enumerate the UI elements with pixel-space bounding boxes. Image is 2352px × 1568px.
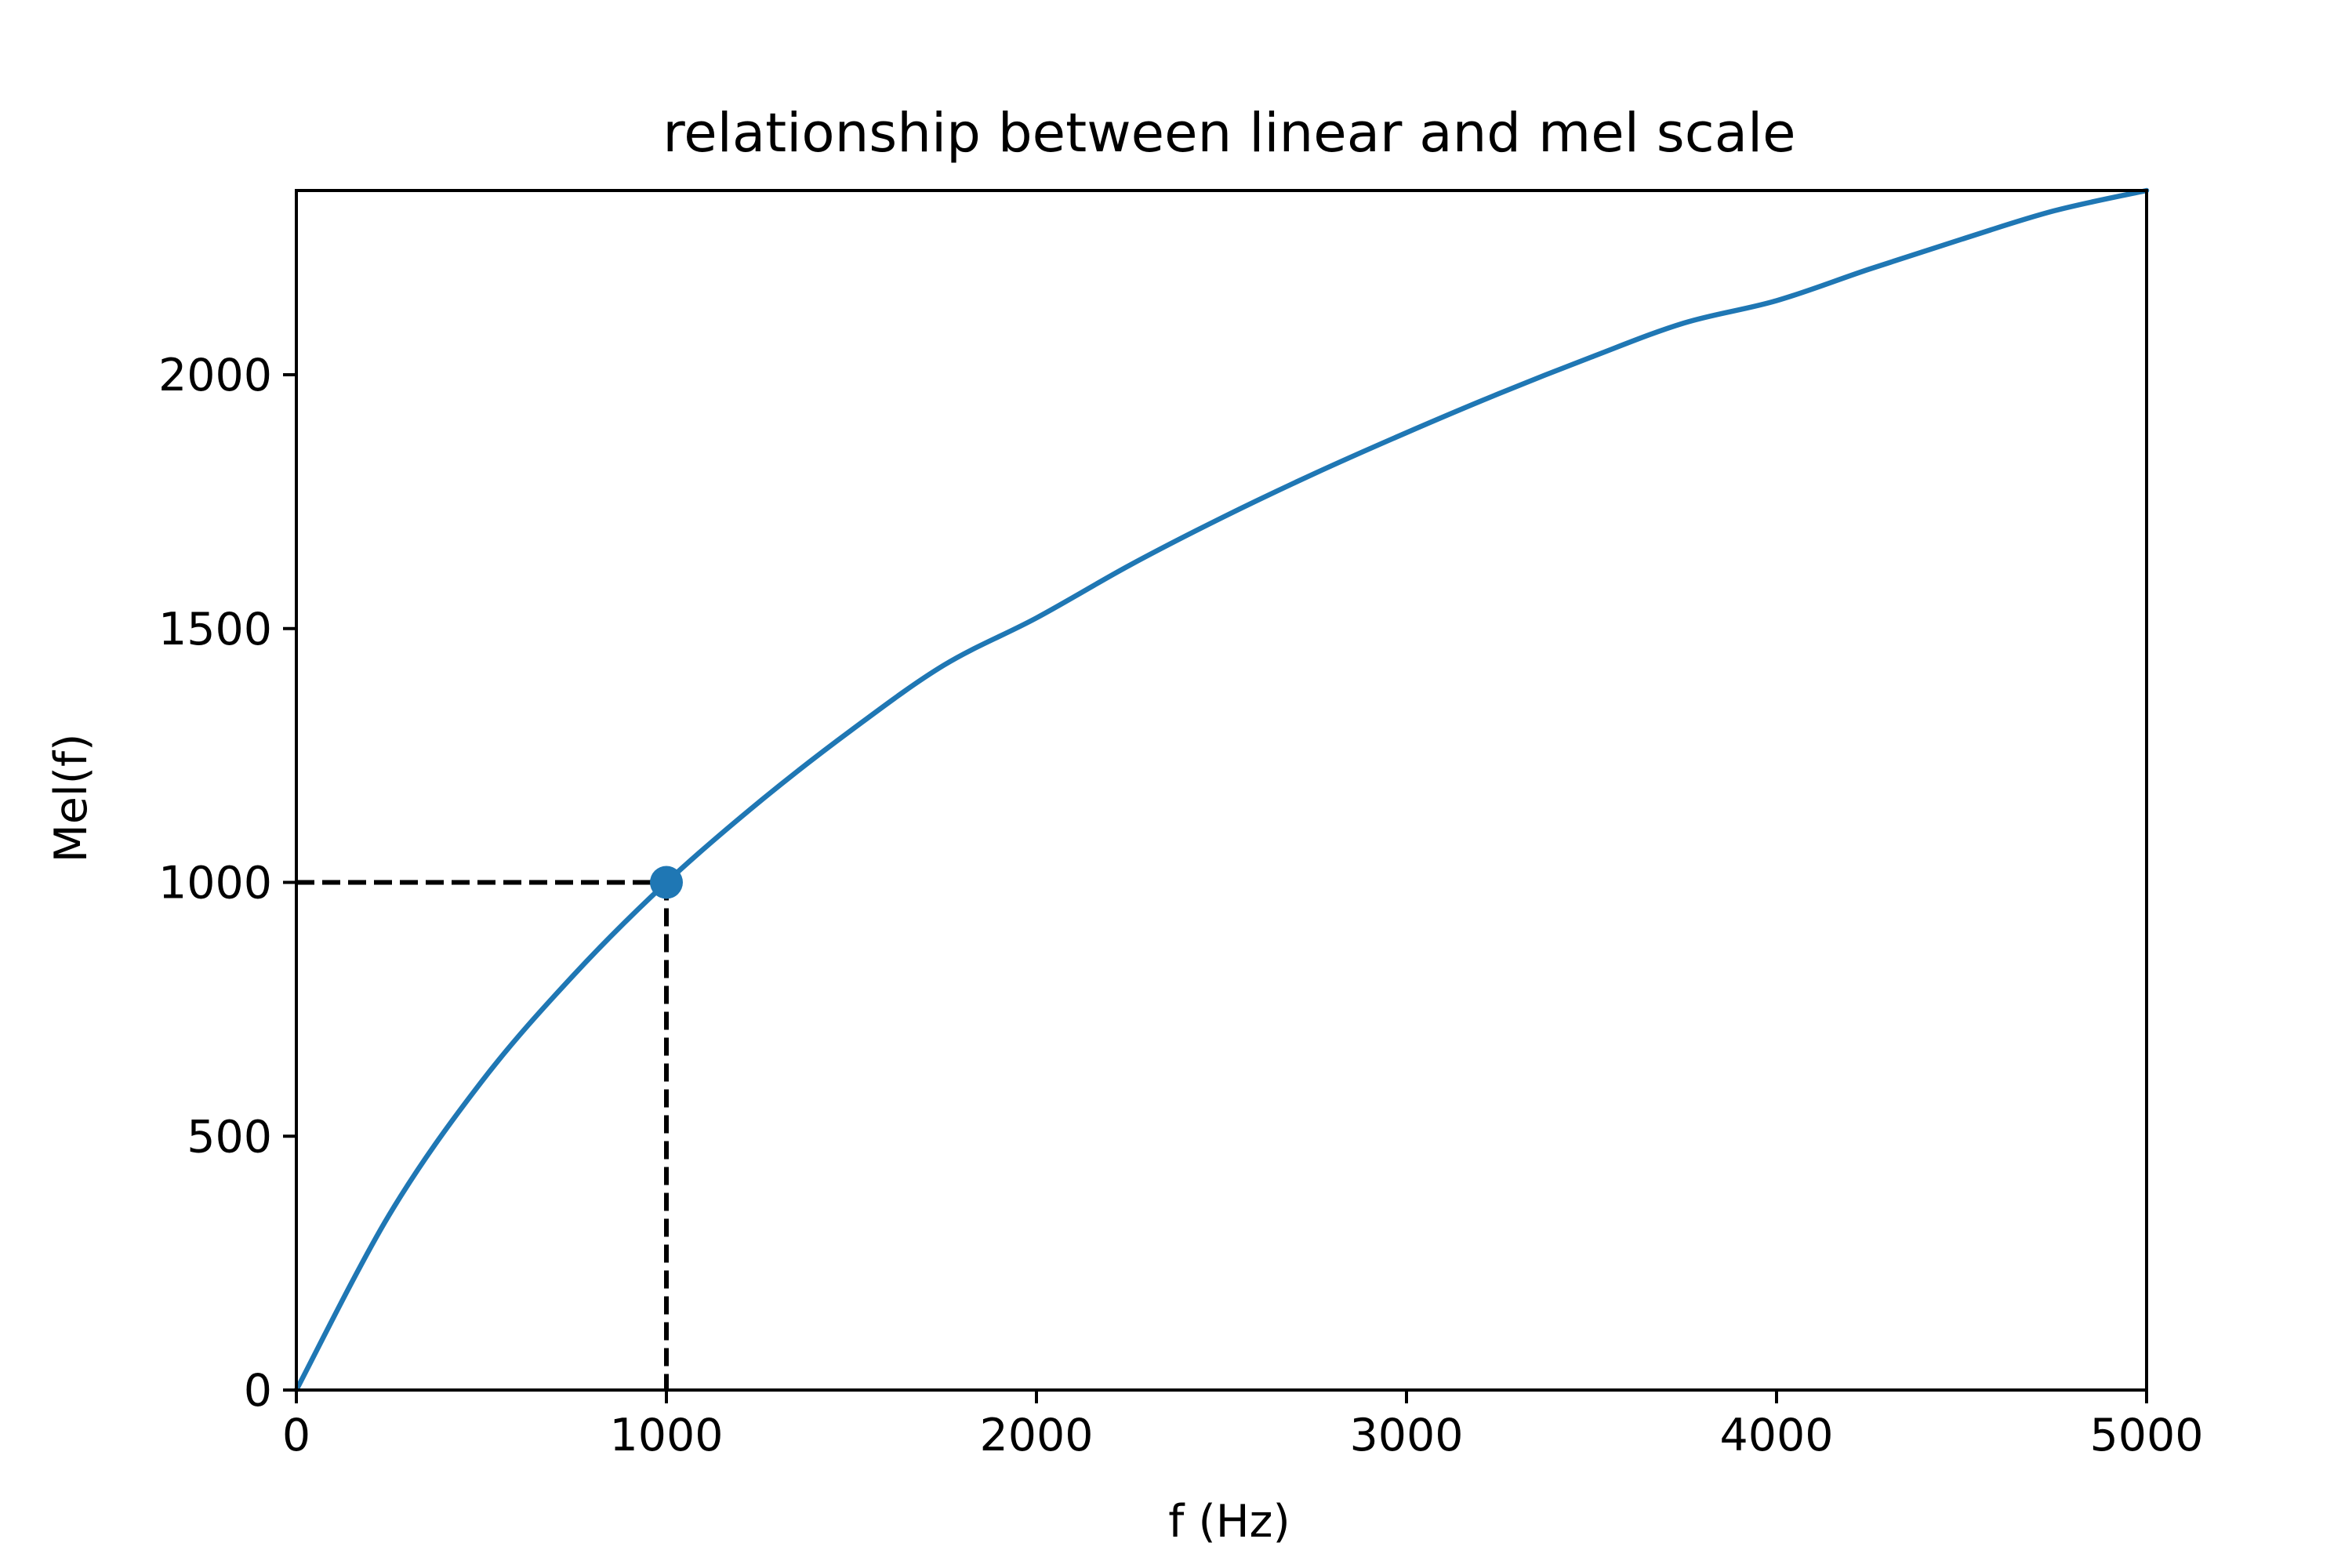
x-tick-label: 2000 [979, 1410, 1093, 1461]
x-tick-label: 5000 [2089, 1410, 2203, 1461]
series-layer [293, 187, 2150, 1393]
x-tick-label: 1000 [609, 1410, 723, 1461]
highlight-point [650, 866, 683, 899]
x-axis-title: f (Hz) [1168, 1496, 1290, 1548]
y-tick-label: 1000 [158, 858, 272, 909]
reference-lines [296, 880, 669, 1390]
chart-title: relationship between linear and mel scal… [662, 102, 1795, 165]
series-line-0 [293, 187, 2150, 1393]
x-tick-label: 4000 [1719, 1410, 1833, 1461]
y-tick-label: 2000 [158, 350, 272, 401]
y-tick-label: 0 [244, 1365, 272, 1417]
y-axis-title: Mel(f) [45, 734, 97, 863]
y-tick-label: 1500 [158, 604, 272, 655]
plot-frame [295, 189, 2148, 1392]
y-tick-label: 500 [187, 1111, 272, 1163]
x-tick-label: 3000 [1349, 1410, 1463, 1461]
x-tick-label: 0 [282, 1410, 310, 1461]
y-axis-ticks: 0 500 1000 1500 2000 [158, 350, 296, 1417]
highlight-point-layer [650, 866, 683, 899]
x-axis-ticks: 0 1000 2000 3000 4000 5000 [282, 1390, 2204, 1461]
